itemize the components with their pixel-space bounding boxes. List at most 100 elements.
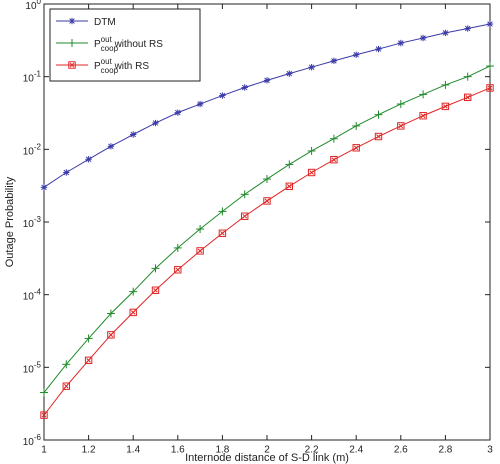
marker-stroke [241,84,248,91]
y-tick-label: 10-4 [23,288,42,303]
marker-stroke [331,157,337,162]
marker-stroke [287,184,292,189]
marker [308,63,315,71]
marker-stroke [443,104,448,109]
x-tick-label: 3 [487,445,493,456]
marker-stroke [331,58,337,64]
legend-label: Pcoopout without RS [94,35,163,53]
x-tick-label: 1.8 [215,445,229,456]
marker-box [84,356,93,364]
marker-stroke [353,52,359,58]
marker-box [241,212,249,220]
marker-stroke [376,134,381,139]
marker [464,93,472,102]
marker-box [486,84,494,92]
marker-stroke [420,113,426,119]
marker [107,143,115,150]
marker [85,156,92,163]
marker [107,331,115,339]
y-tick-label: 10-6 [23,433,42,448]
marker [40,184,48,191]
marker [219,92,226,99]
marker [106,309,115,318]
marker [196,100,204,108]
marker [330,156,338,164]
marker-stroke [69,62,75,68]
marker [374,110,383,119]
marker-stroke [420,35,426,41]
marker [330,57,338,65]
marker-stroke [353,145,359,151]
marker [152,119,159,127]
marker [263,175,271,184]
marker-box [330,156,338,164]
marker [84,334,93,343]
marker-stroke [442,30,449,36]
marker [463,72,472,81]
y-tick-label: 10-3 [23,215,42,230]
marker-box [107,331,115,339]
marker [352,121,361,130]
marker [151,286,160,294]
marker-stroke [219,92,226,99]
marker-stroke [309,170,314,175]
marker [218,229,227,237]
marker [40,388,48,397]
marker [419,34,427,42]
marker [68,61,76,69]
marker [285,160,294,169]
marker [129,308,137,317]
marker [307,146,316,155]
marker-box [441,102,450,111]
marker [352,144,360,152]
marker [286,70,293,77]
marker-stroke [398,123,404,129]
marker-stroke [375,46,382,52]
x-tick-label: 1 [41,445,47,456]
marker-box [151,286,160,294]
marker-stroke [153,287,158,293]
marker [196,225,205,234]
marker [397,39,404,47]
marker-box [464,93,472,102]
marker-stroke [85,156,92,163]
marker [486,20,494,28]
x-tick-label: 2.2 [305,445,319,456]
marker [84,356,93,364]
marker [218,207,227,216]
x-tick-label: 2 [264,445,270,456]
marker [419,112,427,120]
marker-stroke [197,248,203,254]
marker-box [218,229,227,237]
marker [174,109,181,116]
marker-stroke [69,18,75,24]
x-tick-label: 2.4 [349,445,363,456]
marker-stroke [63,169,70,176]
marker-stroke [487,21,493,27]
x-axis-title: Internode distance of S-D link (m) [185,452,349,464]
legend-label: DTM [94,17,116,28]
marker-stroke [308,64,315,70]
x-tick-label: 2.6 [394,445,408,456]
marker [353,51,360,58]
marker [486,84,494,92]
marker [129,287,138,296]
marker-stroke [398,40,404,46]
marker-box [174,266,182,274]
y-tick-label: 100 [25,0,41,12]
marker [263,77,271,84]
x-tick-label: 1.6 [171,445,185,456]
marker-stroke [175,109,181,116]
marker [263,197,271,205]
marker [442,29,449,37]
marker [241,84,248,91]
marker-box [129,308,137,317]
marker [196,247,204,255]
marker [62,360,71,369]
marker-box [285,182,294,190]
marker [240,190,249,199]
marker [62,382,70,390]
marker-stroke [152,120,159,126]
